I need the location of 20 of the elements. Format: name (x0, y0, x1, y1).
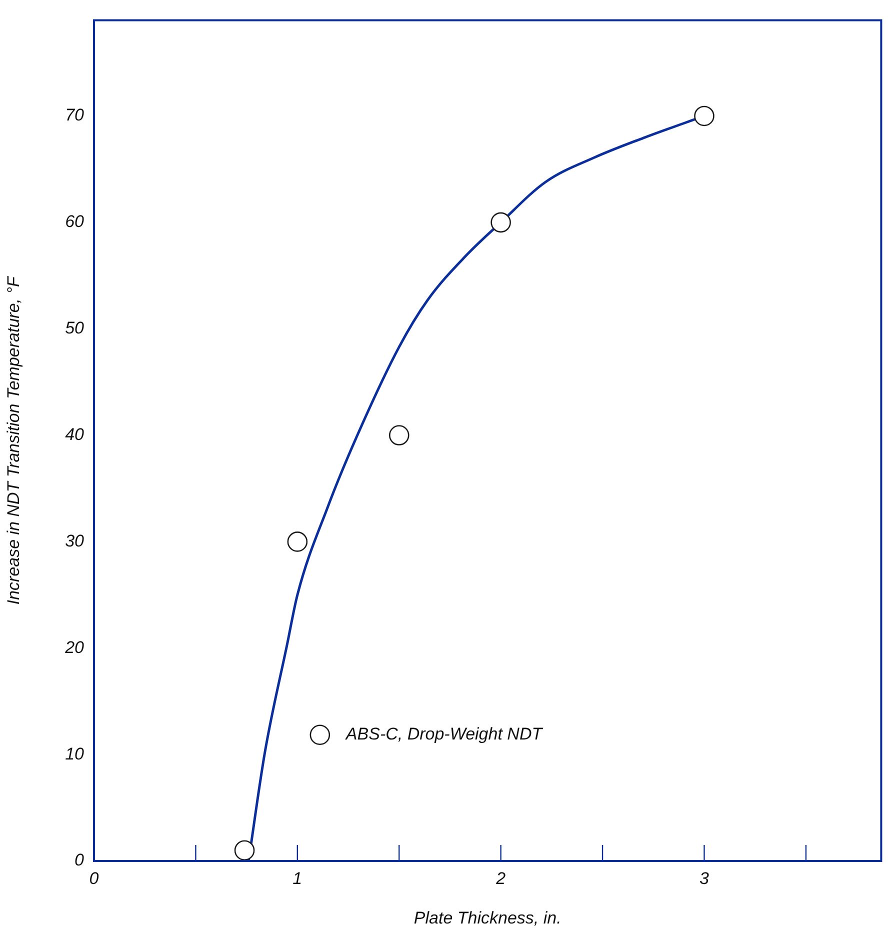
x-tick-label: 3 (700, 868, 710, 888)
y-tick-label: 30 (65, 531, 85, 550)
y-tick-label: 20 (64, 638, 85, 657)
y-tick-label: 50 (65, 318, 85, 338)
point (234, 840, 255, 861)
y-tick-label: 40 (65, 425, 85, 444)
x-tick-label: 2 (495, 868, 506, 888)
y-tick-label: 60 (65, 212, 85, 232)
y-tick-label: 10 (65, 744, 85, 764)
x-tick-label: 0 (89, 868, 100, 888)
point (694, 106, 714, 126)
x-axis-title: Plate Thickness, in. (414, 908, 562, 928)
y-tick-label: 0 (74, 850, 85, 870)
point (490, 212, 511, 233)
point (388, 425, 410, 446)
point (287, 532, 308, 552)
y-tick-label: 70 (65, 106, 85, 125)
x-tick-label: 1 (292, 868, 302, 888)
y-axis-title: Increase in NDT Transition Temperature, °F (4, 274, 23, 605)
legend-label: ABS-C, Drop-Weight NDT (344, 724, 544, 744)
